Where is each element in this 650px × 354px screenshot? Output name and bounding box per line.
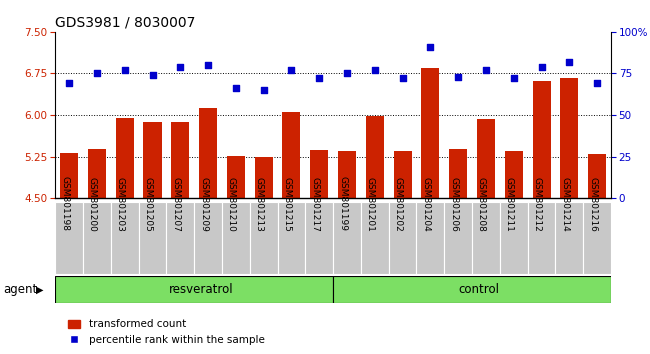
Point [453,74,463,80]
Point [425,44,436,50]
Text: GSM801206: GSM801206 [449,177,458,232]
Text: GSM801205: GSM801205 [144,177,153,232]
Bar [389,202,417,274]
Bar [138,202,166,274]
Text: resveratrol: resveratrol [169,283,233,296]
Text: GSM801216: GSM801216 [588,177,597,232]
Text: GSM801204: GSM801204 [421,177,430,231]
Text: GSM801208: GSM801208 [477,177,486,232]
Point [259,87,269,93]
Point [536,64,547,70]
Text: GSM801217: GSM801217 [310,177,319,232]
Bar [528,202,556,274]
Text: GSM801202: GSM801202 [394,177,402,231]
Bar [144,122,162,198]
Bar [472,202,500,274]
Bar [199,108,217,198]
Bar [111,202,138,274]
Bar [532,81,551,198]
Point [120,67,130,73]
Point [286,67,296,73]
Text: ▶: ▶ [36,284,44,295]
Bar [194,202,222,274]
Text: GSM801207: GSM801207 [172,177,180,232]
Bar [583,202,611,274]
Text: GSM801213: GSM801213 [255,177,264,232]
Text: GSM801210: GSM801210 [227,177,236,232]
Bar [255,157,273,198]
Text: GSM801209: GSM801209 [199,177,208,232]
Text: GSM801200: GSM801200 [88,177,97,232]
Bar [477,119,495,198]
Text: GSM801198: GSM801198 [60,176,69,232]
Text: control: control [458,283,499,296]
Bar [338,150,356,198]
Bar [88,149,106,198]
Bar [55,202,83,274]
Bar [310,150,328,198]
Bar [333,276,611,303]
Bar [449,149,467,198]
Point [231,86,241,91]
Point [397,76,408,81]
Point [314,76,324,81]
Bar [333,202,361,274]
Text: GSM801201: GSM801201 [366,177,375,232]
Bar [278,202,306,274]
Point [342,71,352,76]
Point [481,67,491,73]
Point [64,81,74,86]
Point [564,59,575,65]
Bar [171,122,189,198]
Point [203,62,213,68]
Point [148,72,158,78]
Point [370,67,380,73]
Bar [83,202,111,274]
Text: GSM801203: GSM801203 [116,177,125,232]
Point [175,64,185,70]
Bar [555,202,583,274]
Bar [361,202,389,274]
Legend: transformed count, percentile rank within the sample: transformed count, percentile rank withi… [64,315,268,349]
Point [592,81,603,86]
Bar [250,202,278,274]
Bar [560,78,578,198]
Text: GSM801214: GSM801214 [560,177,569,231]
Bar [588,154,606,198]
Bar [417,202,445,274]
Bar [60,153,78,198]
Point [92,71,102,76]
Bar [116,118,134,198]
Text: GDS3981 / 8030007: GDS3981 / 8030007 [55,16,196,30]
Bar [55,276,333,303]
Text: GSM801212: GSM801212 [532,177,541,231]
Bar [421,68,439,198]
Bar [306,202,333,274]
Bar [166,202,194,274]
Bar [500,202,528,274]
Bar [445,202,472,274]
Text: GSM801211: GSM801211 [505,177,514,232]
Bar [222,202,250,274]
Bar [282,112,300,198]
Bar [393,150,411,198]
Bar [366,116,384,198]
Text: GSM801199: GSM801199 [338,176,347,232]
Point [508,76,519,81]
Text: GSM801215: GSM801215 [283,177,291,232]
Bar [504,150,523,198]
Bar [227,155,245,198]
Text: agent: agent [3,283,38,296]
